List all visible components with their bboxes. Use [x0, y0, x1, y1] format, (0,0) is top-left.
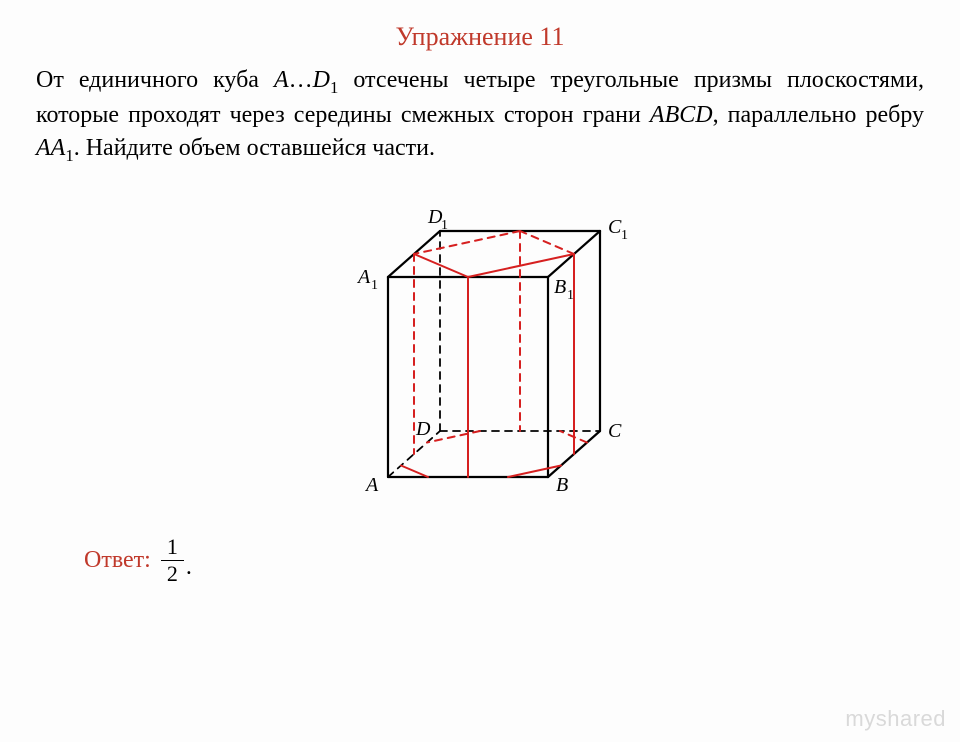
svg-text:A: A	[364, 474, 379, 496]
svg-text:1: 1	[371, 278, 378, 293]
svg-text:D: D	[415, 418, 431, 440]
cube-figure: ABCDA1B1C1D1	[0, 177, 960, 522]
problem-text: От единичного куба A…D1 отсечены четыре …	[36, 64, 924, 167]
cube-diagram: ABCDA1B1C1D1	[300, 177, 660, 517]
svg-text:1: 1	[567, 288, 574, 303]
answer-row: Ответ: 1 2 .	[84, 536, 960, 585]
answer-suffix: .	[186, 554, 192, 585]
svg-text:C: C	[608, 216, 622, 238]
svg-text:C: C	[608, 420, 622, 442]
exercise-title: Упражнение 11	[0, 22, 960, 52]
answer-fraction: 1 2	[161, 536, 184, 585]
svg-text:B: B	[554, 276, 566, 298]
watermark: myshared	[845, 706, 946, 732]
answer-numerator: 1	[161, 536, 184, 561]
answer-label: Ответ:	[84, 547, 151, 574]
svg-text:1: 1	[621, 228, 628, 243]
answer-denominator: 2	[161, 561, 184, 585]
svg-text:1: 1	[441, 218, 448, 233]
svg-text:B: B	[556, 474, 568, 496]
svg-text:A: A	[356, 266, 371, 288]
